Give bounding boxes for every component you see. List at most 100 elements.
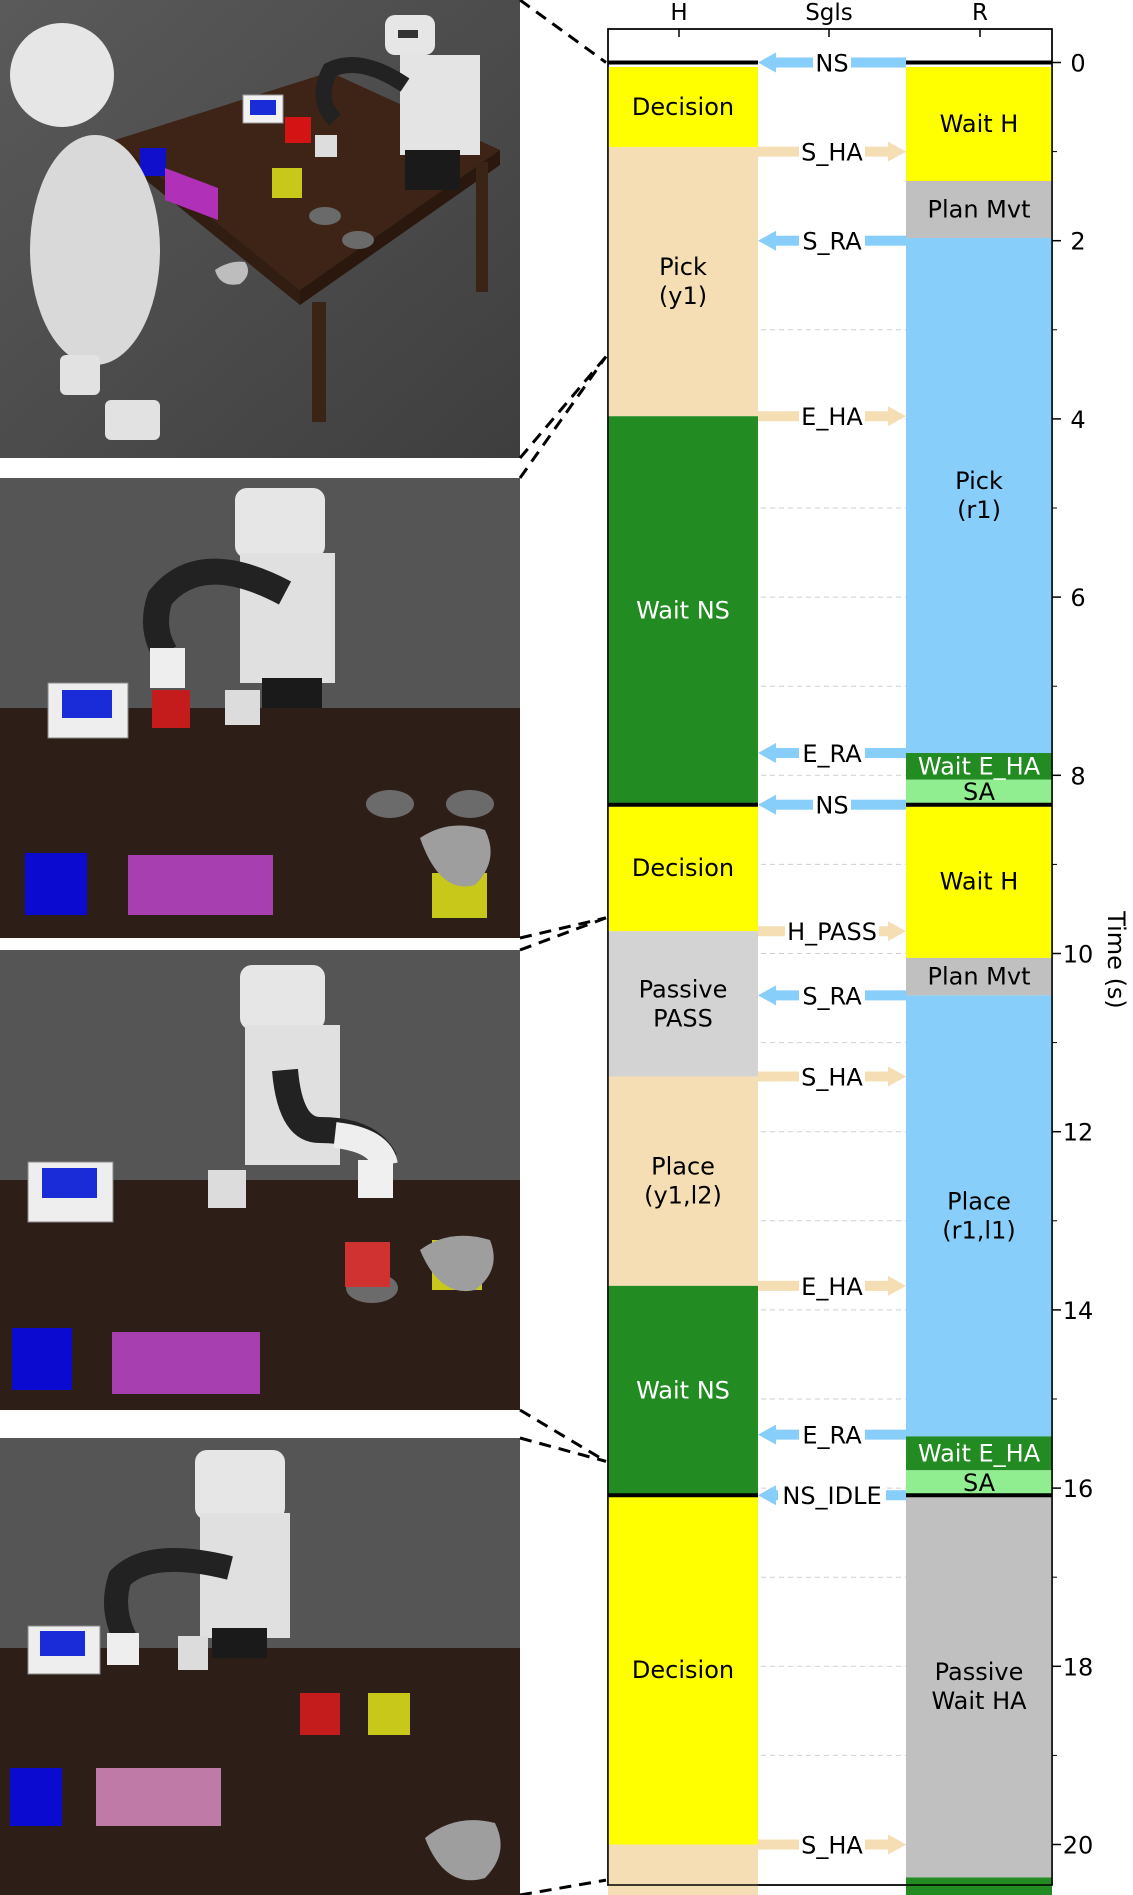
scene-4-image	[0, 1438, 520, 1895]
r-segment-plan	[906, 181, 1052, 239]
r-segment-decision	[906, 804, 1052, 958]
r-segment-label: Wait E_HA	[918, 752, 1041, 780]
placement-spot	[366, 790, 414, 818]
signal-label: S_RA	[802, 982, 862, 1010]
scene-1-image	[0, 0, 520, 458]
human-hand	[420, 1235, 494, 1292]
h-segment-label: Wait NS	[636, 1377, 730, 1405]
r-segment-label: Place (r1,l1)	[942, 1187, 1015, 1244]
signal-arrow: NS_IDLE	[758, 1482, 906, 1510]
h-segment-decision	[608, 1495, 758, 1845]
r-segment-label: SA	[963, 778, 996, 806]
zoom-line	[519, 1878, 607, 1895]
axis-tick-label: 8	[1070, 762, 1085, 790]
zoom-lines	[518, 0, 608, 1895]
tray-slots	[42, 1168, 97, 1198]
signal-label: S_HA	[801, 1832, 863, 1860]
r-segment-wait_ha	[906, 753, 1052, 780]
zoom-line	[518, 355, 608, 479]
scene-3-image	[0, 950, 520, 1410]
signal-arrow: E_RA	[758, 1421, 906, 1450]
axis-title: Time (s)	[1102, 910, 1130, 1009]
scene-panel-3	[0, 950, 520, 1410]
yellow-cube	[368, 1693, 410, 1735]
signal-label: S_HA	[801, 139, 863, 167]
red-cube	[300, 1693, 340, 1735]
scene-2-image	[0, 478, 520, 938]
signal-arrow: S_HA	[758, 138, 906, 167]
robot-torso	[400, 55, 480, 155]
signals-column: NS S_HA S_RA E_HA E_RA NS H_PASS S_RA S_HA E_HA E_…	[758, 49, 906, 1860]
purple-bar	[112, 1332, 260, 1394]
tray-slots	[62, 690, 112, 718]
red-cube	[285, 117, 311, 143]
purple-bar	[165, 168, 218, 220]
red-cube	[152, 690, 190, 728]
purple-bar	[128, 855, 273, 915]
r-segment-decision	[906, 66, 1052, 182]
human-hand	[420, 825, 491, 887]
signal-arrow: H_PASS	[758, 918, 906, 946]
signal-label: NS	[815, 792, 848, 820]
zoom-line	[519, 916, 607, 940]
column-header-h: H	[670, 0, 687, 26]
blue-cube	[10, 1768, 62, 1826]
h-segment-passive	[608, 931, 758, 1077]
time-axis: 0 2 4 6 8 10 12 14 16 18 20	[678, 29, 1094, 1860]
h-segment-label: Passive PASS	[639, 975, 728, 1032]
robot-arm	[104, 1548, 233, 1644]
grey-cube	[315, 135, 337, 157]
blue-cube	[12, 1328, 72, 1390]
signal-arrow: S_HA	[758, 1063, 906, 1091]
h-segment-decision	[608, 804, 758, 932]
red-cube	[345, 1242, 390, 1287]
h-segment-wait_ns	[608, 1285, 758, 1496]
signal-label: H_PASS	[787, 918, 877, 946]
r-segment-label: Passive Wait HA	[931, 1658, 1027, 1715]
table-leg	[476, 162, 488, 292]
h-segment-label: Decision	[632, 1656, 734, 1684]
gripper	[358, 1160, 393, 1198]
scene-panel-2	[0, 478, 520, 938]
axis-tick-label: 6	[1070, 584, 1085, 612]
robot-head	[240, 965, 325, 1030]
axis-tick-label: 12	[1063, 1119, 1094, 1147]
tray	[242, 94, 284, 124]
r-segment-label: Pick (r1)	[955, 467, 1003, 524]
h-segment-label: Wait NS	[636, 596, 730, 624]
r-segment-label: Wait H	[940, 867, 1019, 895]
purple-bar	[96, 1768, 221, 1826]
signal-arrow: S_RA	[758, 227, 906, 256]
placement-spot	[342, 231, 374, 249]
zoom-line	[518, 355, 608, 459]
h-segment-label: Pick (y1)	[659, 253, 707, 310]
h-segment-action_h	[608, 147, 758, 417]
blue-cube	[140, 148, 166, 176]
axis-tick-label: 0	[1070, 50, 1085, 78]
r-segment-plan	[906, 1495, 1052, 1878]
human-head	[10, 23, 114, 127]
r-segment-label: Plan Mvt	[927, 196, 1030, 224]
h-segment-action_h	[608, 1076, 758, 1286]
grey-cube	[225, 690, 260, 725]
r-segment-label: Plan Mvt	[927, 963, 1030, 991]
gripper	[107, 1633, 139, 1665]
signal-label: S_RA	[802, 228, 862, 256]
r-segment-sa	[906, 1470, 1052, 1496]
placement-spot	[446, 790, 494, 818]
axis-tick-label: 4	[1070, 406, 1085, 434]
signal-arrow: S_HA	[758, 1831, 906, 1860]
r-segment-sa	[906, 779, 1052, 805]
signal-arrow: E_HA	[758, 403, 906, 431]
human-hand	[215, 261, 249, 285]
robot-head	[235, 488, 325, 558]
axis-tick-label: 14	[1063, 1297, 1094, 1325]
r-segment-label: SA	[963, 1469, 996, 1497]
r-segment-label: Wait H	[940, 110, 1019, 138]
scene-panel-1	[0, 0, 520, 458]
h-segment-label: Decision	[632, 93, 734, 121]
blue-cube	[25, 853, 87, 915]
human-body	[30, 135, 160, 365]
axis-tick-label: 2	[1070, 228, 1085, 256]
